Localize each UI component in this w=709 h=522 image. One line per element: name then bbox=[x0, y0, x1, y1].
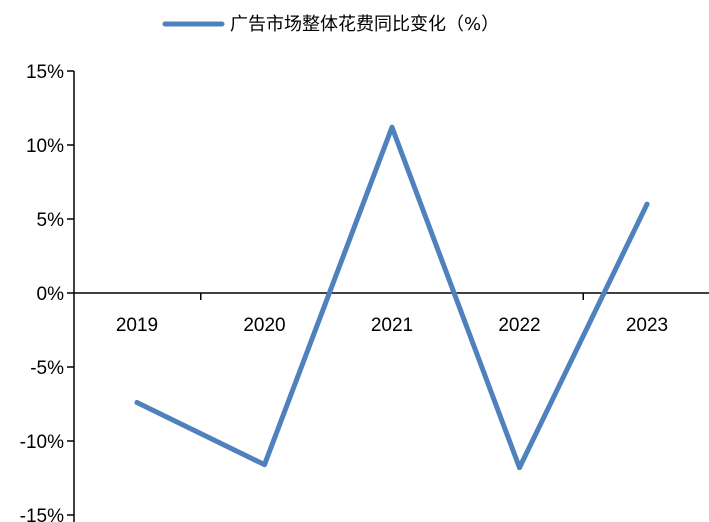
y-tick-label: 15% bbox=[26, 62, 64, 83]
series-layer bbox=[134, 124, 650, 471]
data-point bbox=[644, 201, 650, 207]
x-tick-label: 2023 bbox=[626, 315, 668, 336]
y-tick-label: 5% bbox=[37, 210, 65, 231]
y-tick-label: 10% bbox=[26, 136, 64, 157]
data-point bbox=[262, 462, 267, 468]
y-axis: -15% -10% -5% 0% 5% 10% 15% bbox=[20, 62, 75, 522]
x-axis: 2019 2020 2021 2022 2023 bbox=[74, 292, 709, 336]
data-point bbox=[134, 400, 140, 406]
y-tick-label: -15% bbox=[20, 506, 64, 522]
x-tick-label: 2022 bbox=[498, 315, 540, 336]
x-tick-label: 2019 bbox=[116, 315, 158, 336]
data-point bbox=[389, 124, 395, 130]
y-tick-label: -5% bbox=[30, 358, 64, 379]
chart-legend: 广告市场整体花费同比变化（%） bbox=[162, 14, 499, 35]
legend-label: 广告市场整体花费同比变化（%） bbox=[230, 14, 499, 35]
x-tick-label: 2020 bbox=[243, 315, 285, 336]
y-tick-label: 0% bbox=[37, 284, 65, 305]
x-tick-label: 2021 bbox=[371, 315, 413, 336]
data-point bbox=[517, 465, 522, 471]
series-line bbox=[134, 124, 650, 471]
y-tick-label: -10% bbox=[20, 432, 64, 453]
